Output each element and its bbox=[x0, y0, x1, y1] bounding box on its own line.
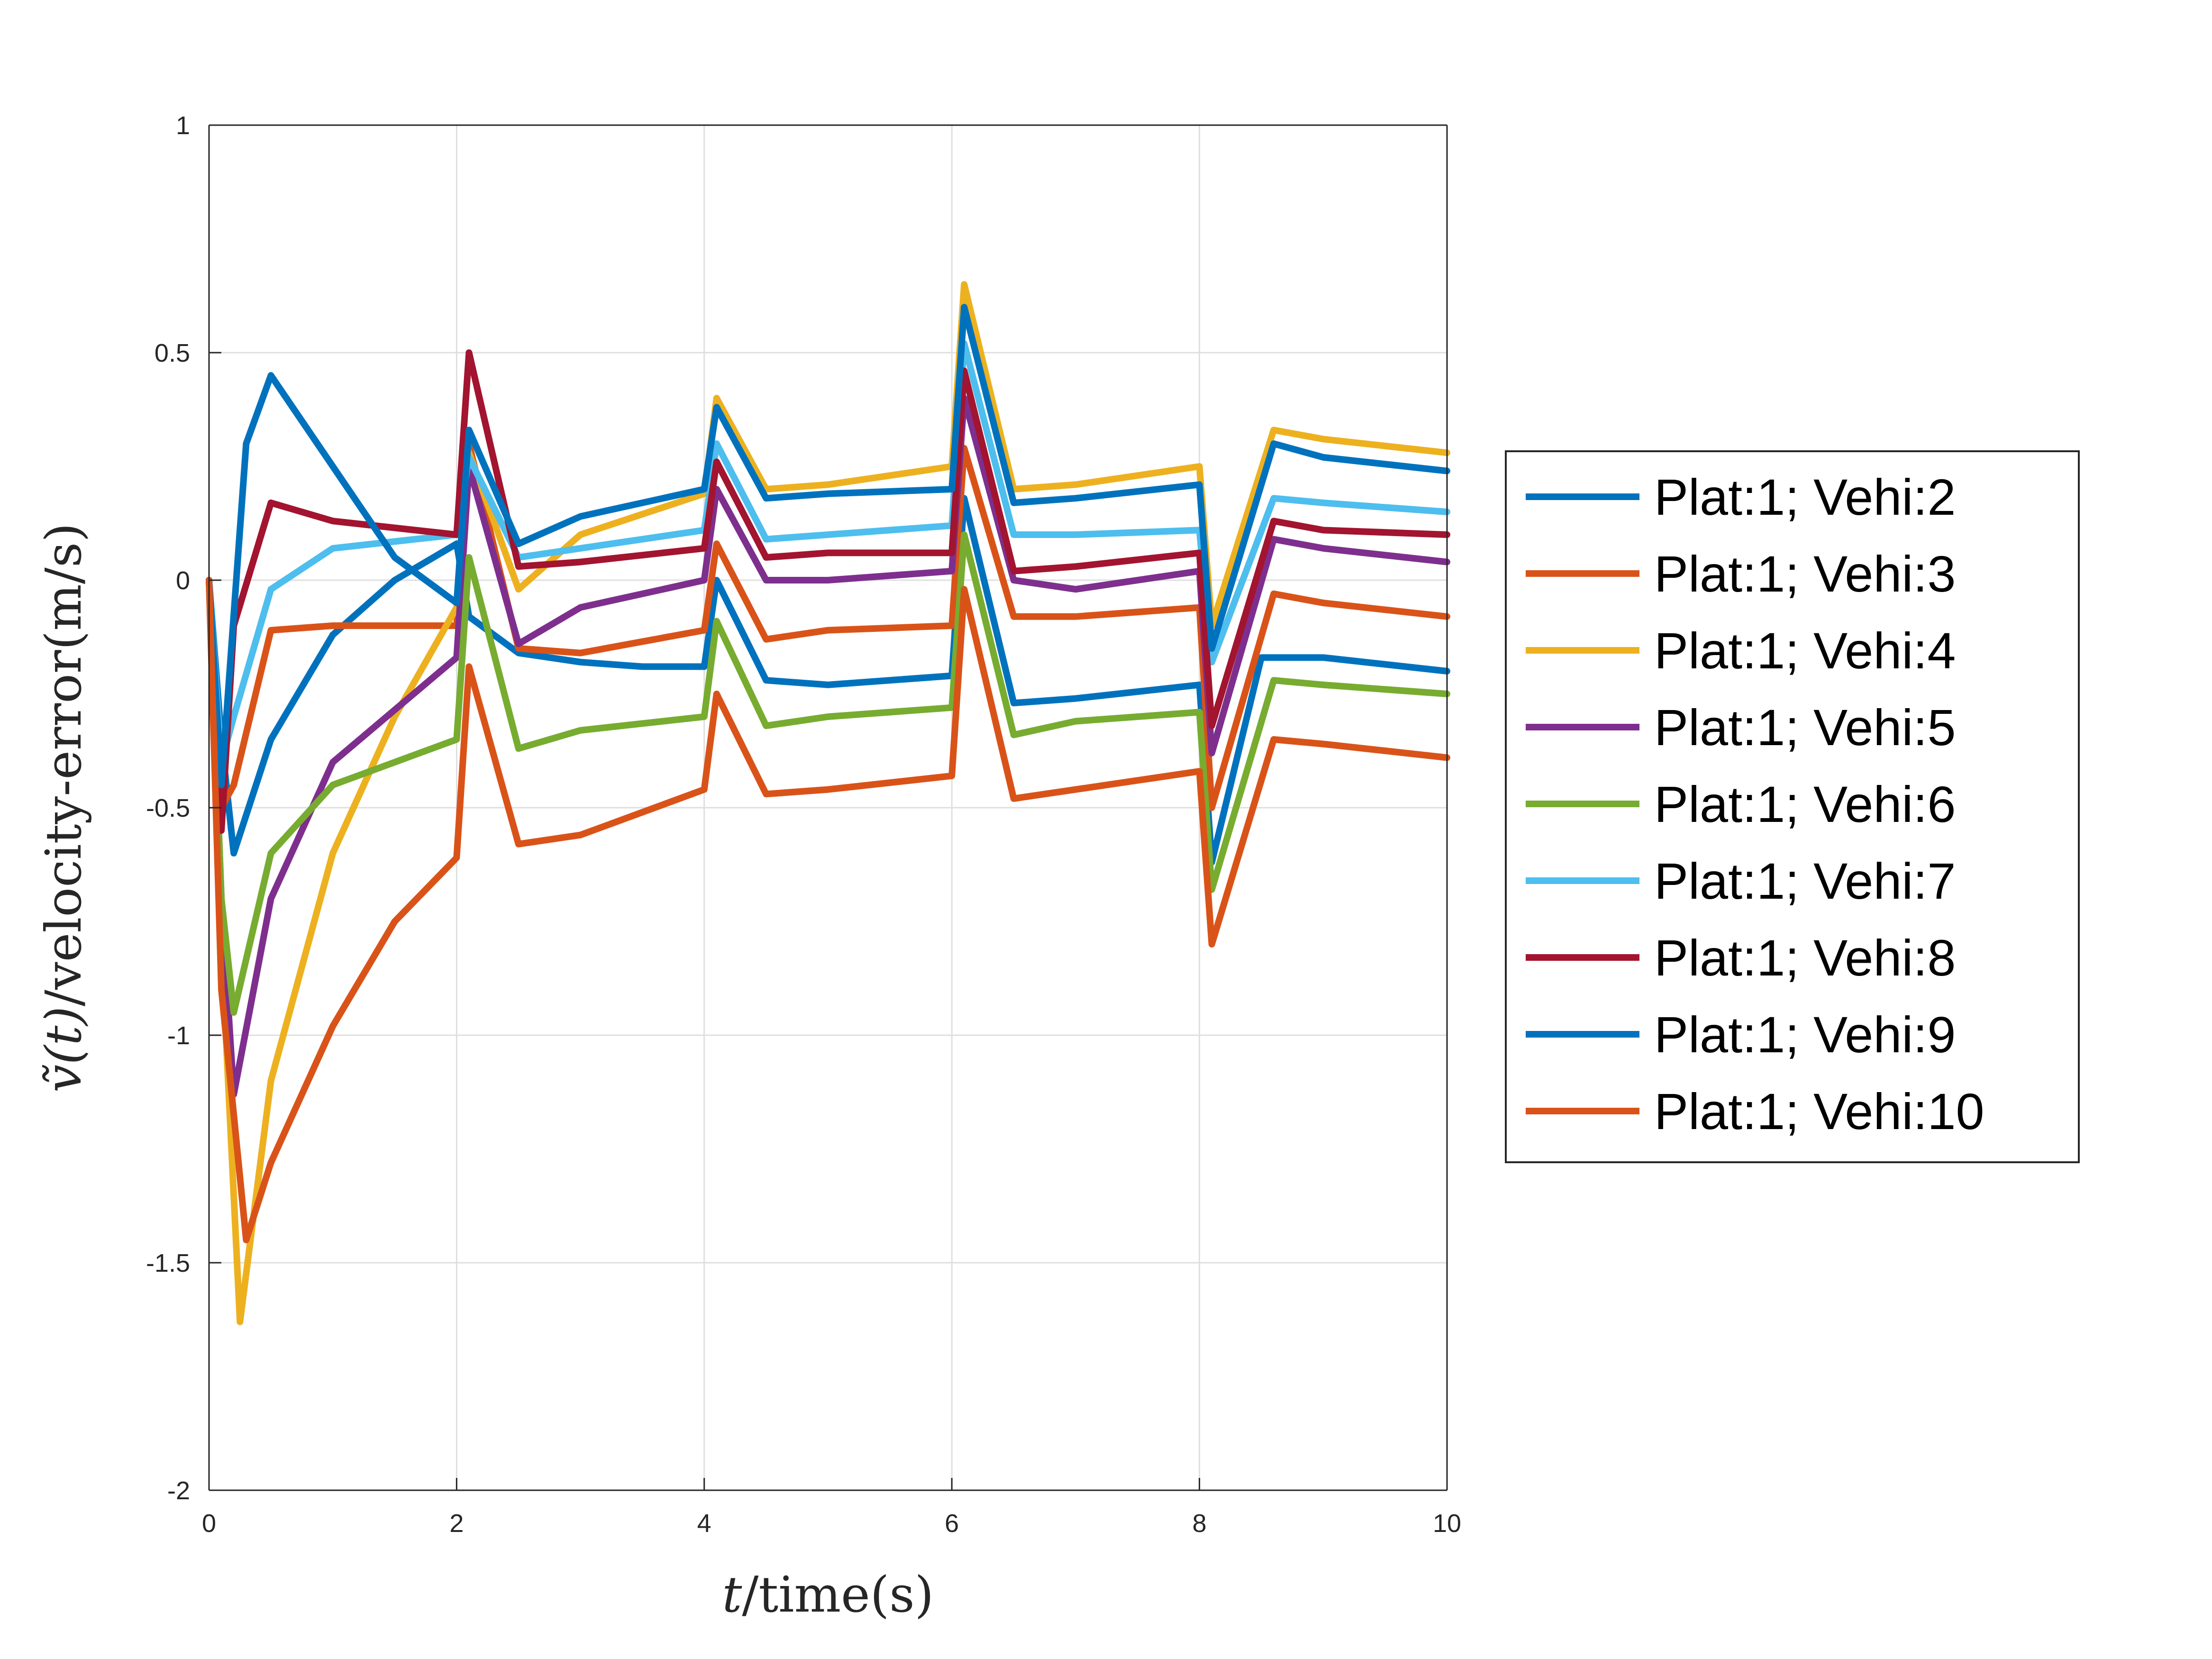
legend-label-6: Plat:1; Vehi:7 bbox=[1654, 852, 1956, 910]
x-tick-label: 10 bbox=[1433, 1509, 1461, 1538]
legend: Plat:1; Vehi:2 Plat:1; Vehi:3 Plat:1; Vehi… bbox=[1505, 450, 2080, 1163]
legend-label-4: Plat:1; Vehi:5 bbox=[1654, 699, 1956, 756]
series-line-5 bbox=[206, 531, 1450, 1016]
series-layer bbox=[206, 281, 1450, 1325]
legend-label-1: Plat:1; Vehi:2 bbox=[1654, 468, 1956, 526]
legend-label-5: Plat:1; Vehi:6 bbox=[1654, 775, 1956, 833]
x-axis-title: t/time(s) bbox=[722, 1566, 934, 1623]
y-axis-title: ṽ(t)/velocity-error(m/s) bbox=[35, 523, 92, 1093]
legend-label-2: Plat:1; Vehi:3 bbox=[1654, 545, 1956, 602]
legend-label-7: Plat:1; Vehi:8 bbox=[1654, 929, 1956, 986]
y-tick-label: 0 bbox=[176, 566, 190, 595]
series-line-8 bbox=[206, 304, 1450, 788]
legend-label-8: Plat:1; Vehi:9 bbox=[1654, 1006, 1956, 1063]
x-tick-label: 4 bbox=[697, 1509, 711, 1538]
x-tick-label: 2 bbox=[449, 1509, 464, 1538]
legend-label-3: Plat:1; Vehi:4 bbox=[1654, 622, 1956, 679]
y-tick-label: 0.5 bbox=[155, 339, 190, 367]
y-tick-label: 1 bbox=[176, 111, 190, 140]
ticks: 0 2 4 6 8 10 -2 -1.5 -1 -0.5 0 0.5 1 bbox=[146, 111, 1461, 1538]
x-tick-label: 6 bbox=[945, 1509, 959, 1538]
y-tick-label: -1.5 bbox=[146, 1249, 190, 1277]
y-tick-label: -0.5 bbox=[146, 794, 190, 822]
series-line-7 bbox=[206, 349, 1450, 834]
y-tick-label: -1 bbox=[167, 1021, 190, 1050]
x-tick-label: 8 bbox=[1192, 1509, 1207, 1538]
series-line-9 bbox=[206, 577, 1450, 1243]
y-tick-label: -2 bbox=[167, 1477, 190, 1505]
x-tick-label: 0 bbox=[202, 1509, 216, 1538]
legend-label-9: Plat:1; Vehi:10 bbox=[1654, 1083, 1984, 1140]
